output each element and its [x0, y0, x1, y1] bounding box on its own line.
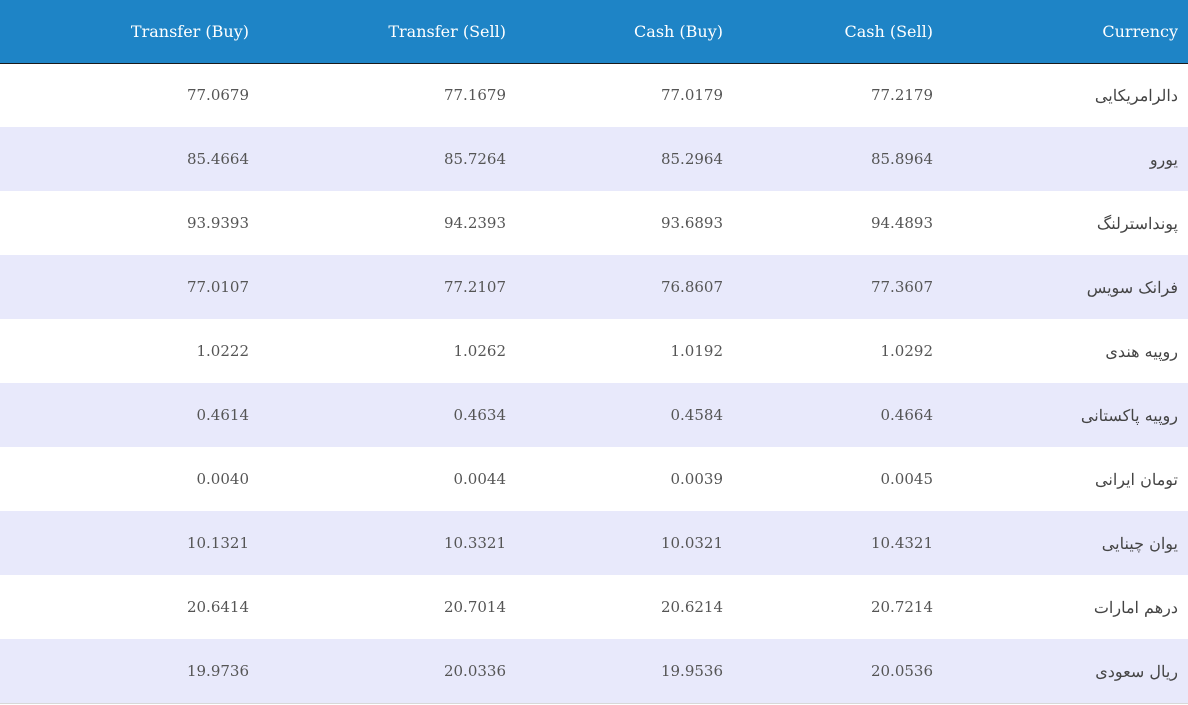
- cell-cash-buy: 0.4584: [670, 406, 724, 424]
- header-row: Transfer (Buy) Transfer (Sell) Cash (Buy…: [0, 0, 1188, 64]
- cell-transfer-sell: 0.4634: [453, 406, 507, 424]
- table-row: 77.0679 77.1679 77.0179 77.2179 دالرامریکایی: [0, 63, 1188, 127]
- cell-transfer-buy: 93.9393: [186, 214, 249, 232]
- cell-cash-buy: 77.0179: [660, 86, 723, 105]
- cell-cash-buy: 0.0039: [670, 470, 724, 488]
- cell-cash-sell: 85.8964: [870, 150, 933, 168]
- header-transfer-sell: Transfer (Sell): [249, 0, 506, 64]
- table-row: 10.1321 10.3321 10.0321 10.4321 یوان چینایی: [0, 511, 1188, 575]
- cell-transfer-sell: 20.0336: [443, 662, 506, 680]
- cell-transfer-sell: 94.2393: [443, 214, 506, 232]
- cell-transfer-buy: 0.0040: [196, 470, 250, 488]
- table-row: 85.4664 85.7264 85.2964 85.8964 یورو: [0, 127, 1188, 191]
- cell-currency-name: روپیه پاکستانی: [1080, 405, 1178, 425]
- cell-cash-sell: 94.4893: [870, 214, 933, 232]
- cell-cash-sell: 20.7214: [870, 598, 933, 616]
- table-row: 19.9736 20.0336 19.9536 20.0536 ریال سعودی: [0, 639, 1188, 703]
- header-cash-sell: Cash (Sell): [723, 0, 933, 64]
- header-transfer-buy: Transfer (Buy): [0, 0, 249, 64]
- cell-cash-buy: 85.2964: [660, 150, 723, 168]
- cell-transfer-buy: 10.1321: [186, 534, 249, 552]
- table-row: 0.4614 0.4634 0.4584 0.4664 روپیه پاکستانی: [0, 383, 1188, 447]
- cell-currency-name: روپیه هندی: [1105, 341, 1178, 361]
- cell-cash-sell: 10.4321: [870, 534, 933, 552]
- cell-currency-name: تومان ایرانی: [1095, 469, 1178, 489]
- cell-cash-sell: 0.4664: [880, 406, 934, 424]
- cell-transfer-buy: 85.4664: [186, 150, 249, 168]
- cell-transfer-sell: 0.0044: [453, 470, 507, 488]
- header-cash-buy: Cash (Buy): [506, 0, 723, 64]
- cell-transfer-sell: 1.0262: [453, 342, 507, 360]
- cell-currency-name: پونداسترلنگ: [1096, 213, 1178, 233]
- cell-cash-buy: 76.8607: [660, 278, 723, 296]
- table-row: 0.0040 0.0044 0.0039 0.0045 تومان ایرانی: [0, 447, 1188, 511]
- cell-currency-name: فرانک سویس: [1086, 277, 1178, 297]
- cell-transfer-sell: 85.7264: [443, 150, 506, 168]
- cell-cash-sell: 77.2179: [870, 86, 933, 105]
- cell-cash-sell: 0.0045: [880, 470, 934, 488]
- cell-transfer-buy: 0.4614: [196, 406, 250, 424]
- cell-cash-sell: 77.3607: [870, 278, 933, 296]
- table-row: 20.6414 20.7014 20.6214 20.7214 درهم امارات: [0, 575, 1188, 639]
- cell-cash-sell: 20.0536: [870, 662, 933, 680]
- table-row: 93.9393 94.2393 93.6893 94.4893 پونداسترلنگ: [0, 191, 1188, 255]
- table-row: 77.0107 77.2107 76.8607 77.3607 فرانک سویس: [0, 255, 1188, 319]
- header-currency: Currency: [933, 0, 1188, 64]
- cell-transfer-buy: 19.9736: [186, 662, 249, 680]
- table-header: Transfer (Buy) Transfer (Sell) Cash (Buy…: [0, 0, 1188, 64]
- cell-currency-name: درهم امارات: [1093, 597, 1178, 617]
- cell-transfer-buy: 77.0679: [186, 86, 249, 105]
- cell-cash-buy: 10.0321: [660, 534, 723, 552]
- table-bottom-border: [0, 703, 1188, 704]
- cell-cash-buy: 93.6893: [660, 214, 723, 232]
- cell-transfer-buy: 20.6414: [186, 598, 249, 616]
- cell-currency-name: یورو: [1149, 149, 1178, 169]
- cell-currency-name: دالرامریکایی: [1094, 85, 1178, 105]
- cell-transfer-sell: 77.2107: [443, 278, 506, 296]
- table-body: 77.0679 77.1679 77.0179 77.2179 دالرامریکایی…: [0, 63, 1188, 703]
- cell-transfer-buy: 1.0222: [196, 342, 250, 360]
- cell-cash-buy: 20.6214: [660, 598, 723, 616]
- cell-transfer-sell: 10.3321: [443, 534, 506, 552]
- cell-cash-sell: 1.0292: [880, 342, 934, 360]
- cell-cash-buy: 1.0192: [670, 342, 724, 360]
- table-row: 1.0222 1.0262 1.0192 1.0292 روپیه هندی: [0, 319, 1188, 383]
- cell-currency-name: ریال سعودی: [1095, 661, 1178, 681]
- cell-transfer-sell: 77.1679: [443, 86, 506, 105]
- cell-transfer-sell: 20.7014: [443, 598, 506, 616]
- cell-currency-name: یوان چینایی: [1101, 533, 1178, 553]
- cell-cash-buy: 19.9536: [660, 662, 723, 680]
- cell-transfer-buy: 77.0107: [186, 278, 249, 296]
